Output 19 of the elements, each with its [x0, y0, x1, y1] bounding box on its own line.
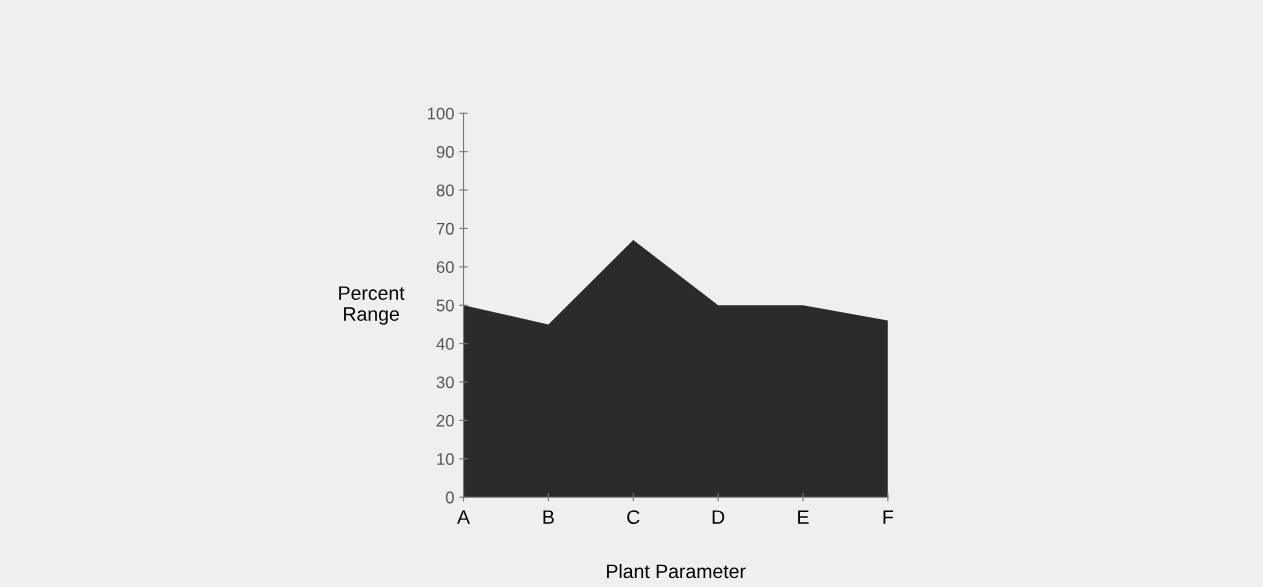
y-tick-label: 70 — [436, 222, 454, 235]
y-tick-label: 40 — [436, 338, 454, 350]
y-axis-title: Percent Range — [339, 286, 405, 325]
y-tick-label: 100 — [427, 107, 454, 120]
y-tick-label: 10 — [437, 453, 454, 465]
y-tick-label: 60 — [436, 261, 454, 274]
x-tick-label: D — [712, 510, 725, 524]
x-tick-label: E — [798, 510, 809, 524]
y-tick-label: 80 — [436, 184, 454, 197]
y-tick-label: 90 — [436, 146, 454, 158]
y-tick-label: 30 — [436, 376, 454, 389]
x-tick-label: C — [627, 510, 640, 524]
x-tick-label: B — [543, 510, 554, 524]
y-tick-label: 20 — [436, 414, 454, 427]
y-tick-label: 0 — [445, 491, 454, 504]
y-tick-label: 50 — [436, 299, 454, 312]
x-tick-label: A — [457, 510, 470, 524]
x-tick-label: F — [883, 510, 894, 524]
x-axis-title: Plant Parameter — [607, 563, 746, 579]
